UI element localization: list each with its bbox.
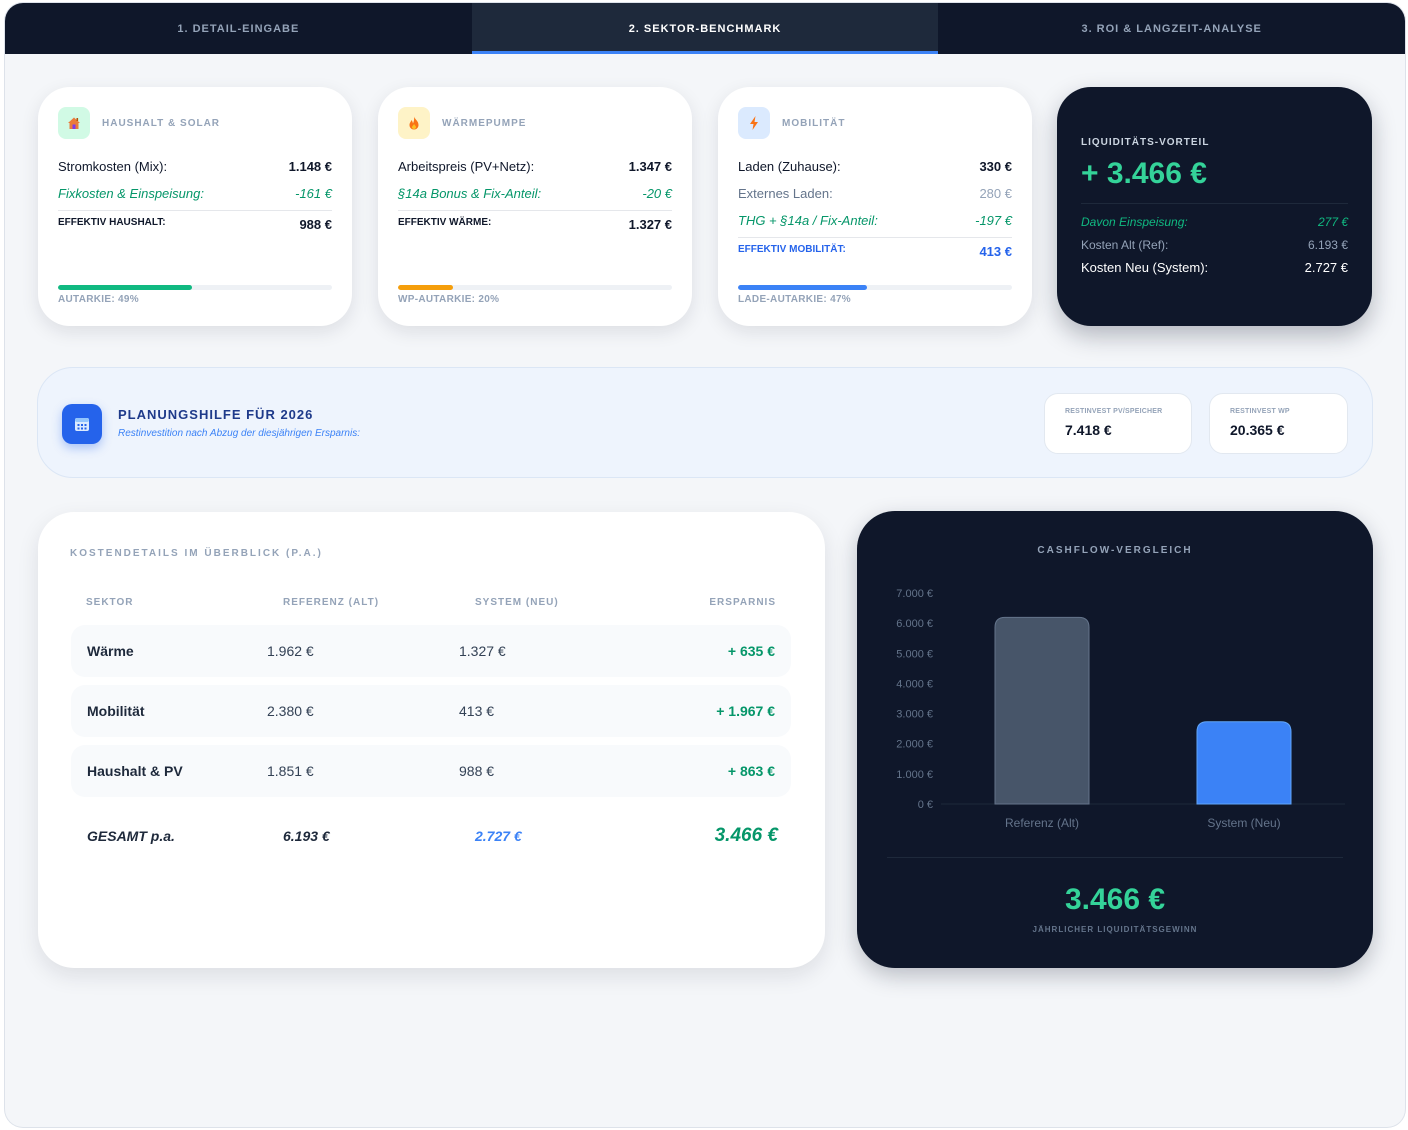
row-effektiv-mobilitaet: EFFEKTIV MOBILITÄT: 413 €	[738, 244, 1012, 259]
card-title: MOBILITÄT	[782, 117, 846, 129]
row-fixkosten: Fixkosten & Einspeisung: -161 €	[58, 186, 332, 201]
autarky-bar-fill	[738, 285, 867, 290]
y-tick-label: 0 €	[918, 799, 933, 811]
restinvest-wp-box: RESTINVEST WP 20.365 €	[1209, 393, 1348, 454]
tab-sektor-benchmark[interactable]: 2. SEKTOR-BENCHMARK	[471, 3, 939, 54]
row-effektiv-waerme: EFFEKTIV WÄRME: 1.327 €	[398, 217, 672, 232]
row-bonus: §14a Bonus & Fix-Anteil: -20 €	[398, 186, 672, 201]
autarky-label: AUTARKIE: 49%	[58, 294, 139, 305]
table-row: Haushalt & PV 1.851 €988 € + 863 €	[71, 745, 791, 797]
total-referenz: 6.193 €	[283, 828, 330, 844]
cashflow-subtitle: JÄHRLICHER LIQUIDITÄTSGEWINN	[1032, 925, 1198, 934]
table-row: Mobilität 2.380 €413 € + 1.967 €	[71, 685, 791, 737]
card-title: HAUSHALT & SOLAR	[102, 117, 221, 129]
row-laden-zuhause: Laden (Zuhause): 330 €	[738, 159, 1012, 174]
total-label: GESAMT p.a.	[87, 828, 175, 844]
liquidity-title: LIQUIDITÄTS-VORTEIL	[1081, 137, 1210, 148]
x-tick-label: Referenz (Alt)	[1005, 816, 1079, 830]
divider	[1081, 203, 1348, 204]
card-mobilitaet: MOBILITÄT Laden (Zuhause): 330 € Externes…	[718, 87, 1032, 326]
restinvest-pv-value: 7.418 €	[1065, 422, 1112, 438]
cashflow-chart: 0 € 1.000 € 2.000 € 3.000 € 4.000 € 5.000 € 6.…	[896, 588, 1345, 830]
restinvest-pv-box: RESTINVEST PV/SPEICHER 7.418 €	[1044, 393, 1192, 454]
cashflow-card: CASHFLOW-VERGLEICH 0 € 1.000 € 2.000 € 3.00…	[857, 511, 1373, 968]
autarky-label: LADE-AUTARKIE: 47%	[738, 294, 851, 305]
card-title: WÄRMEPUMPE	[442, 117, 527, 129]
row-arbeitspreis: Arbeitspreis (PV+Netz): 1.347 €	[398, 159, 672, 174]
lightning-icon	[738, 107, 770, 139]
row-stromkosten: Stromkosten (Mix): 1.148 €	[58, 159, 332, 174]
autarky-label: WP-AUTARKIE: 20%	[398, 294, 500, 305]
header-referenz: REFERENZ (ALT)	[283, 597, 380, 608]
restinvest-wp-value: 20.365 €	[1230, 422, 1285, 438]
house-icon	[58, 107, 90, 139]
y-tick-label: 4.000 €	[896, 678, 933, 690]
app-frame: 1. DETAIL-EINGABE 2. SEKTOR-BENCHMARK 3.…	[5, 3, 1405, 1127]
cashflow-title: CASHFLOW-VERGLEICH	[1037, 545, 1193, 556]
table-row: Wärme 1.962 €1.327 € + 635 €	[71, 625, 791, 677]
card-haushalt-solar: HAUSHALT & SOLAR Stromkosten (Mix): 1.148…	[38, 87, 352, 326]
tab-detail-eingabe[interactable]: 1. DETAIL-EINGABE	[177, 22, 300, 35]
divider	[398, 210, 672, 211]
row-einspeisung: Davon Einspeisung: 277 €	[1081, 214, 1348, 229]
row-externes-laden: Externes Laden: 280 €	[738, 186, 1012, 201]
planning-panel: PLANUNGSHILFE FÜR 2026 Restinvestition n…	[37, 367, 1373, 478]
bar-referenz	[994, 616, 1090, 805]
y-tick-label: 3.000 €	[896, 709, 933, 721]
header-sektor: SEKTOR	[86, 597, 134, 608]
y-tick-label: 7.000 €	[896, 588, 933, 600]
divider	[738, 237, 1012, 238]
calendar-icon	[62, 404, 102, 444]
y-tick-label: 5.000 €	[896, 648, 933, 660]
y-tick-label: 1.000 €	[896, 769, 933, 781]
autarky-bar-fill	[58, 285, 193, 290]
row-thg: THG + §14a / Fix-Anteil: -197 €	[738, 213, 1012, 228]
restinvest-wp-label: RESTINVEST WP	[1230, 408, 1290, 415]
cashflow-total: 3.466 €	[1064, 883, 1166, 916]
autarky-bar	[738, 285, 1012, 290]
header-system: SYSTEM (NEU)	[475, 597, 559, 608]
bar-system	[1196, 721, 1292, 805]
row-kosten-alt: Kosten Alt (Ref): 6.193 €	[1081, 237, 1348, 252]
x-tick-label: System (Neu)	[1207, 816, 1280, 830]
total-ersparnis: 3.466 €	[714, 825, 778, 846]
y-tick-label: 2.000 €	[896, 739, 933, 751]
row-kosten-neu: Kosten Neu (System): 2.727 €	[1081, 260, 1348, 275]
tab-roi-langzeit[interactable]: 3. ROI & LANGZEIT-ANALYSE	[1081, 22, 1262, 35]
divider	[887, 857, 1343, 858]
autarky-bar	[58, 285, 332, 290]
flame-icon	[398, 107, 430, 139]
planning-title: PLANUNGSHILFE FÜR 2026	[118, 407, 314, 422]
planning-subtitle: Restinvestition nach Abzug der diesjähri…	[118, 428, 360, 439]
total-system: 2.727 €	[475, 828, 522, 844]
autarky-bar	[398, 285, 672, 290]
cost-details-title: KOSTENDETAILS IM ÜBERBLICK (P.A.)	[70, 548, 323, 559]
row-effektiv-haushalt: EFFEKTIV HAUSHALT: 988 €	[58, 217, 332, 232]
divider	[58, 210, 332, 211]
header-ersparnis: ERSPARNIS	[709, 597, 776, 608]
y-tick-label: 6.000 €	[896, 618, 933, 630]
tab-bar: 1. DETAIL-EINGABE 2. SEKTOR-BENCHMARK 3.…	[5, 3, 1405, 54]
autarky-bar-fill	[398, 285, 453, 290]
restinvest-pv-label: RESTINVEST PV/SPEICHER	[1065, 408, 1163, 415]
cost-details-card: KOSTENDETAILS IM ÜBERBLICK (P.A.) SEKTOR…	[38, 512, 825, 968]
liquidity-card: LIQUIDITÄTS-VORTEIL + 3.466 € Davon Eins…	[1057, 87, 1372, 326]
liquidity-value: + 3.466 €	[1081, 157, 1207, 190]
card-waermepumpe: WÄRMEPUMPE Arbeitspreis (PV+Netz): 1.347 …	[378, 87, 692, 326]
